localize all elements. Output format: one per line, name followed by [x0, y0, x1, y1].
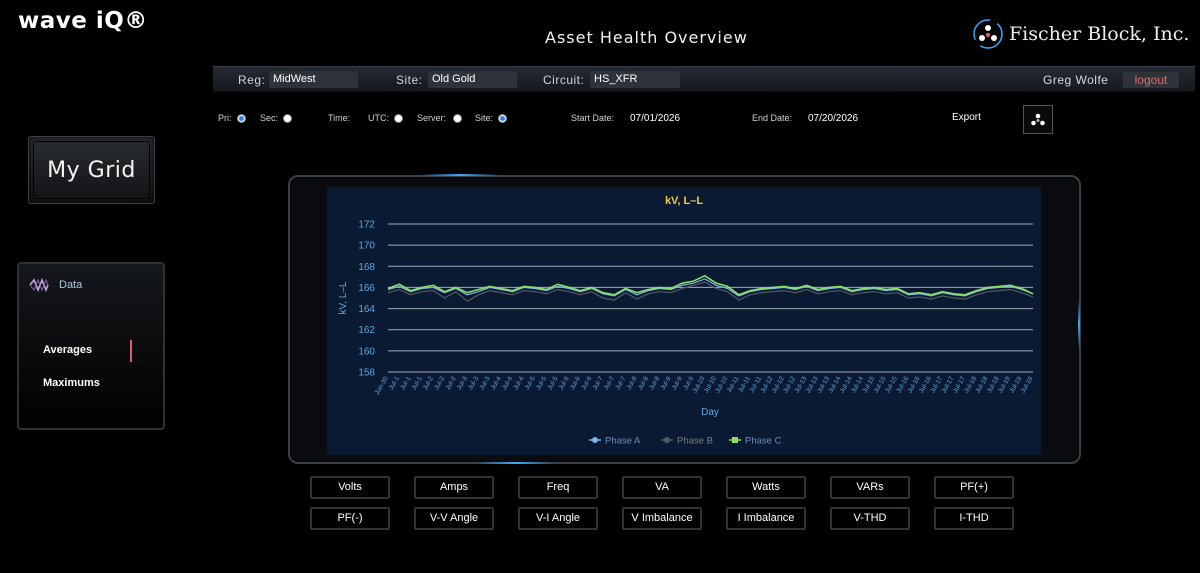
- end-date-label: End Date:: [752, 113, 793, 123]
- metric-button-v-v-angle[interactable]: V-V Angle: [414, 507, 494, 530]
- wave-iq-logo: wave iQ®: [18, 8, 148, 34]
- active-item-marker: [130, 340, 132, 362]
- filter-bar: Reg: MidWest Site: Old Gold Circuit: HS_…: [213, 66, 1195, 92]
- x-axis-label: Day: [701, 407, 719, 418]
- metric-button-pf[interactable]: PF(+): [934, 476, 1014, 499]
- data-panel-header: Data: [29, 278, 82, 292]
- reg-label: Reg:: [238, 73, 266, 87]
- logout-button[interactable]: logout: [1123, 72, 1179, 88]
- site-label: Site:: [396, 73, 423, 87]
- chart-title: kV, L–L: [665, 195, 703, 207]
- export-button[interactable]: Export: [952, 112, 981, 123]
- circuit-label: Circuit:: [543, 73, 585, 87]
- legend-marker: [664, 437, 670, 443]
- frame-glow-top: [420, 174, 500, 176]
- my-grid-label: My Grid: [33, 141, 150, 199]
- my-grid-button[interactable]: My Grid: [28, 136, 155, 204]
- frame-glow-bottom: [475, 462, 555, 464]
- sec-radio[interactable]: [283, 114, 292, 123]
- brand: Fischer Block, Inc.: [972, 18, 1189, 50]
- y-tick-label: 172: [358, 220, 375, 231]
- series-line-phase-b: [387, 281, 1034, 302]
- series-line-phase-a: [387, 278, 1034, 297]
- start-date-input[interactable]: 07/01/2026: [630, 113, 681, 124]
- metric-button-i-imbalance[interactable]: I Imbalance: [726, 507, 806, 530]
- pri-label: Pri:: [218, 113, 232, 123]
- brand-name: Fischer Block, Inc.: [1009, 23, 1190, 45]
- y-tick-label: 166: [358, 283, 375, 294]
- start-date-label: Start Date:: [571, 113, 615, 123]
- legend-marker: [732, 437, 738, 443]
- legend-label: Phase B: [677, 436, 713, 447]
- legend-label: Phase A: [605, 436, 641, 447]
- server-label: Server:: [417, 113, 447, 123]
- server-radio[interactable]: [453, 114, 462, 123]
- y-tick-label: 158: [358, 368, 375, 379]
- legend-marker: [592, 437, 598, 443]
- user-name: Greg Wolfe: [1043, 73, 1109, 87]
- metric-button-i-thd[interactable]: I-THD: [934, 507, 1014, 530]
- metric-button-va[interactable]: VA: [622, 476, 702, 499]
- metric-button-pf[interactable]: PF(-): [310, 507, 390, 530]
- metric-button-v-i-angle[interactable]: V-I Angle: [518, 507, 598, 530]
- utc-radio[interactable]: [394, 114, 403, 123]
- y-tick-label: 160: [358, 346, 375, 357]
- metric-button-vars[interactable]: VARs: [830, 476, 910, 499]
- metric-button-amps[interactable]: Amps: [414, 476, 494, 499]
- site-time-label: Site:: [475, 113, 494, 123]
- frame-glow-right: [1078, 300, 1080, 350]
- end-date-input[interactable]: 07/20/2026: [808, 113, 859, 124]
- y-tick-label: 162: [358, 325, 375, 336]
- series-line-phase-c: [387, 274, 1034, 296]
- plot-background: [327, 187, 1041, 455]
- y-axis-label: kV, L–L: [338, 281, 349, 314]
- export-icon-button[interactable]: [1023, 105, 1053, 134]
- sidebar-item-maximums[interactable]: Maximums: [43, 377, 100, 389]
- fischer-block-logo-icon: [973, 19, 1003, 49]
- time-label: Time:: [328, 113, 351, 123]
- pri-radio[interactable]: [237, 114, 246, 123]
- y-tick-label: 168: [358, 262, 375, 273]
- data-panel-title: Data: [59, 279, 83, 291]
- site-radio[interactable]: [498, 114, 507, 123]
- page-title: Asset Health Overview: [545, 28, 748, 47]
- metric-button-v-thd[interactable]: V-THD: [830, 507, 910, 530]
- legend-label: Phase C: [745, 436, 782, 447]
- site-select[interactable]: Old Gold: [428, 71, 517, 88]
- sec-label: Sec:: [260, 113, 279, 123]
- utc-label: UTC:: [368, 113, 389, 123]
- waveform-icon: [29, 278, 49, 292]
- circuit-select[interactable]: HS_XFR: [590, 71, 680, 88]
- y-tick-label: 164: [358, 304, 375, 315]
- metric-button-freq[interactable]: Freq: [518, 476, 598, 499]
- metric-button-volts[interactable]: Volts: [310, 476, 390, 499]
- fischer-block-small-icon: [1031, 113, 1045, 125]
- data-panel: Data Averages Maximums: [17, 262, 165, 430]
- metric-button-v-imbalance[interactable]: V Imbalance: [622, 507, 702, 530]
- sidebar-item-averages[interactable]: Averages: [43, 344, 93, 356]
- reg-select[interactable]: MidWest: [269, 71, 358, 88]
- y-tick-label: 170: [358, 241, 375, 252]
- metric-button-watts[interactable]: Watts: [726, 476, 806, 499]
